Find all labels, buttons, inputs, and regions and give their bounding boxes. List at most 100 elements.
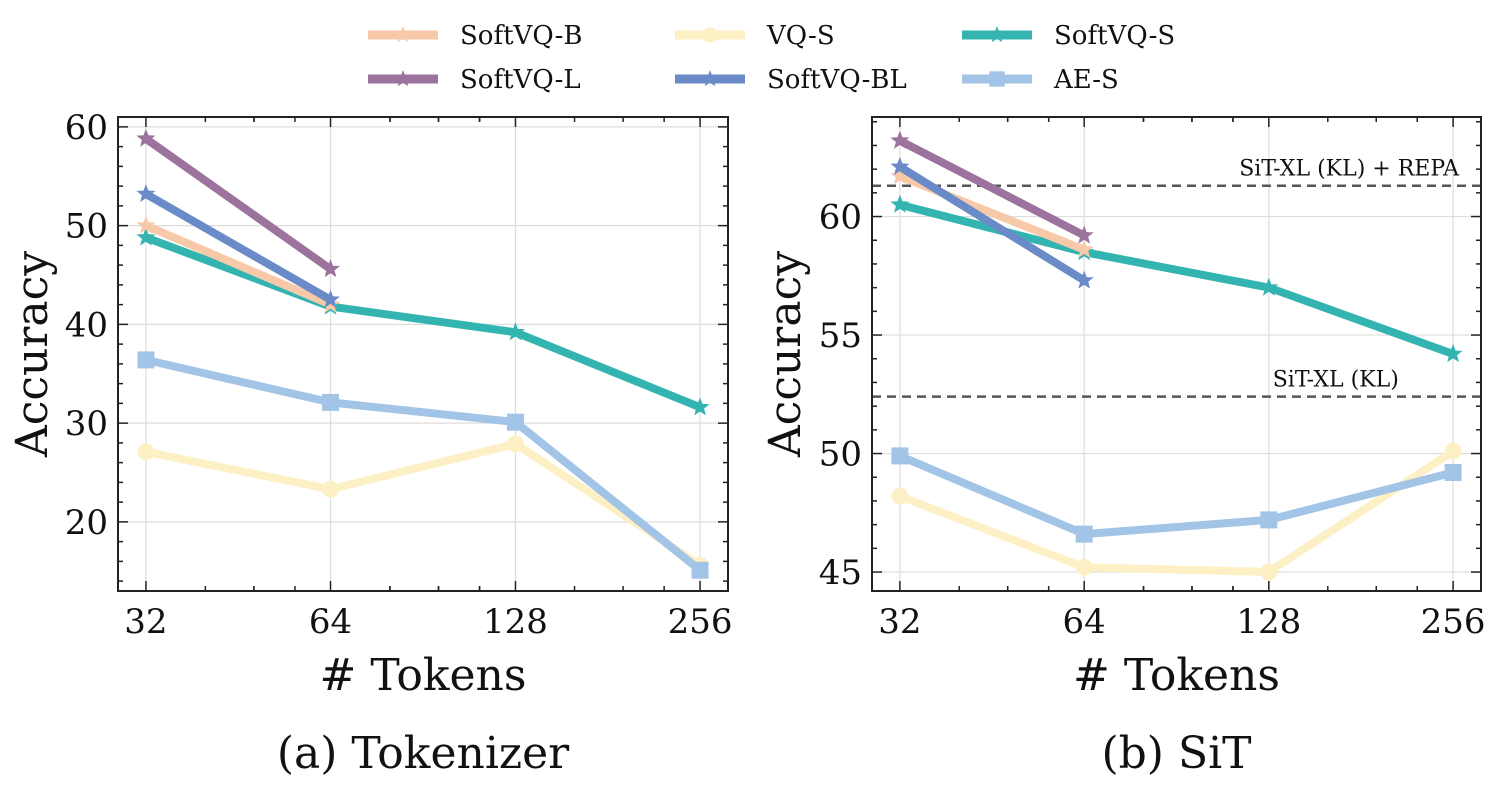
x-axis-label: # Tokens [1073,650,1280,701]
series-line-softvq-bl [897,163,1087,284]
legend-label-vq-s: VQ-S [766,21,835,51]
data-point-softvq-bl-64 [1074,270,1094,289]
series-ae-s [137,351,709,579]
data-point-softvq-s-128 [1259,277,1279,296]
series-line-softvq-l [143,135,333,273]
legend: SoftVQ-B SoftVQ-L VQ-S SoftVQ-BL SoftVQ-S AE-… [368,21,1175,95]
legend-item-ae-s: AE-S [962,65,1119,95]
x-axis-label: # Tokens [320,650,527,701]
data-point-softvq-b-32 [890,166,910,185]
series-line-softvq-l [898,137,1087,240]
ytick-label-30: 30 [65,404,108,444]
series-softvq-l [136,128,340,278]
xtick-label-256: 256 [1421,602,1486,642]
panel-caption: (a) Tokenizer [277,728,570,779]
series-softvq-b [136,215,340,313]
plot-frame [871,116,1482,592]
data-point-ae-s-32 [137,351,155,369]
legend-item-softvq-bl: SoftVQ-BL [675,65,907,95]
data-point-softvq-s-256 [690,397,710,416]
data-point-softvq-b-32 [136,215,156,234]
series-line-softvq-s [144,233,702,412]
data-point-vq-s-32 [137,443,155,461]
legend-label-softvq-s: SoftVQ-S [1054,21,1175,51]
legend-label-softvq-b: SoftVQ-B [460,21,582,51]
series-softvq-bl [890,156,1094,289]
data-point-ae-s-256 [691,561,709,579]
legend-marker-softvq-bl [701,70,719,87]
legend-marker-softvq-l [394,70,412,87]
legend-marker-softvq-s [988,26,1006,43]
data-point-vq-s-128 [506,435,524,453]
data-point-ae-s-32 [891,447,909,465]
series-softvq-bl [136,184,340,308]
ytick-label-40: 40 [65,305,108,345]
legend-label-ae-s: AE-S [1053,65,1119,95]
ytick-label-50: 50 [65,207,108,247]
series-line-softvq-bl [143,190,333,304]
ytick-label-50: 50 [819,435,862,475]
data-point-softvq-s-256 [1443,344,1463,363]
xtick-label-256: 256 [668,602,733,642]
series-softvq-l [890,130,1094,244]
series-vq-s [137,435,709,574]
ytick-label-60: 60 [819,198,862,238]
data-point-ae-s-128 [1260,511,1278,529]
xtick-label-128: 128 [1236,602,1301,642]
data-point-softvq-l-64 [1074,225,1094,244]
y-axis-label: Accuracy [7,251,58,458]
ytick-label-60: 60 [65,108,108,148]
data-point-ae-s-256 [1444,464,1462,481]
series-line-softvq-b [144,221,333,309]
xtick-label-64: 64 [1063,602,1106,642]
data-point-vq-s-64 [322,480,340,498]
ytick-label-20: 20 [65,503,108,543]
y-axis-label: Accuracy [760,251,811,458]
ytick-label-55: 55 [819,316,862,356]
data-point-softvq-b-64 [1074,239,1094,258]
data-point-softvq-l-32 [136,128,156,147]
data-point-softvq-s-32 [136,227,156,246]
legend-label-softvq-bl: SoftVQ-BL [767,65,907,95]
data-point-vq-s-64 [1075,558,1093,576]
series-line-softvq-s [898,200,1455,358]
legend-marker-vq-s [702,27,718,43]
panel-sit: SiT-XL (KL) + REPA SiT-XL (KL) 45 50 55 60 32 6… [760,116,1486,779]
legend-item-softvq-b: SoftVQ-B [368,21,582,51]
series-line-ae-s [145,356,703,574]
data-point-vq-s-32 [891,487,909,505]
series-line-vq-s [898,447,1456,576]
data-point-softvq-l-64 [321,259,340,278]
xtick-label-128: 128 [483,602,548,642]
series-line-vq-s [145,439,703,569]
series-vq-s [891,442,1462,581]
xtick-label-32: 32 [124,602,167,642]
series-line-ae-s [898,452,1455,539]
data-point-softvq-bl-64 [321,289,340,308]
data-point-softvq-s-32 [890,194,910,213]
legend-label-softvq-l: SoftVQ-L [460,65,581,95]
xtick-label-32: 32 [878,602,921,642]
series-softvq-s [890,194,1463,363]
legend-marker-ae-s [989,71,1005,87]
data-point-ae-s-64 [322,393,340,411]
panel-caption: (b) SiT [1101,728,1251,779]
plot-frame [117,116,729,592]
reference-label-sit-xl-kl-repa: SiT-XL (KL) + REPA [1239,157,1460,182]
panel-tokenizer: 20 30 40 50 60 32 64 128 256 # Tokens Accuracy (a) … [7,108,733,779]
data-point-ae-s-128 [506,413,524,431]
reference-label-sit-xl-kl: SiT-XL (KL) [1273,368,1399,393]
data-point-softvq-bl-32 [890,156,910,175]
legend-item-softvq-l: SoftVQ-L [368,65,581,95]
legend-marker-softvq-b [394,26,412,43]
series-ae-s [891,447,1462,543]
xtick-label-64: 64 [309,602,352,642]
data-point-ae-s-64 [1075,525,1093,543]
data-point-vq-s-128 [1260,563,1278,581]
legend-item-softvq-s: SoftVQ-S [962,21,1175,51]
data-point-softvq-s-128 [506,322,525,341]
legend-item-vq-s: VQ-S [675,21,835,51]
data-point-softvq-bl-32 [136,184,156,203]
ytick-label-45: 45 [819,553,862,593]
